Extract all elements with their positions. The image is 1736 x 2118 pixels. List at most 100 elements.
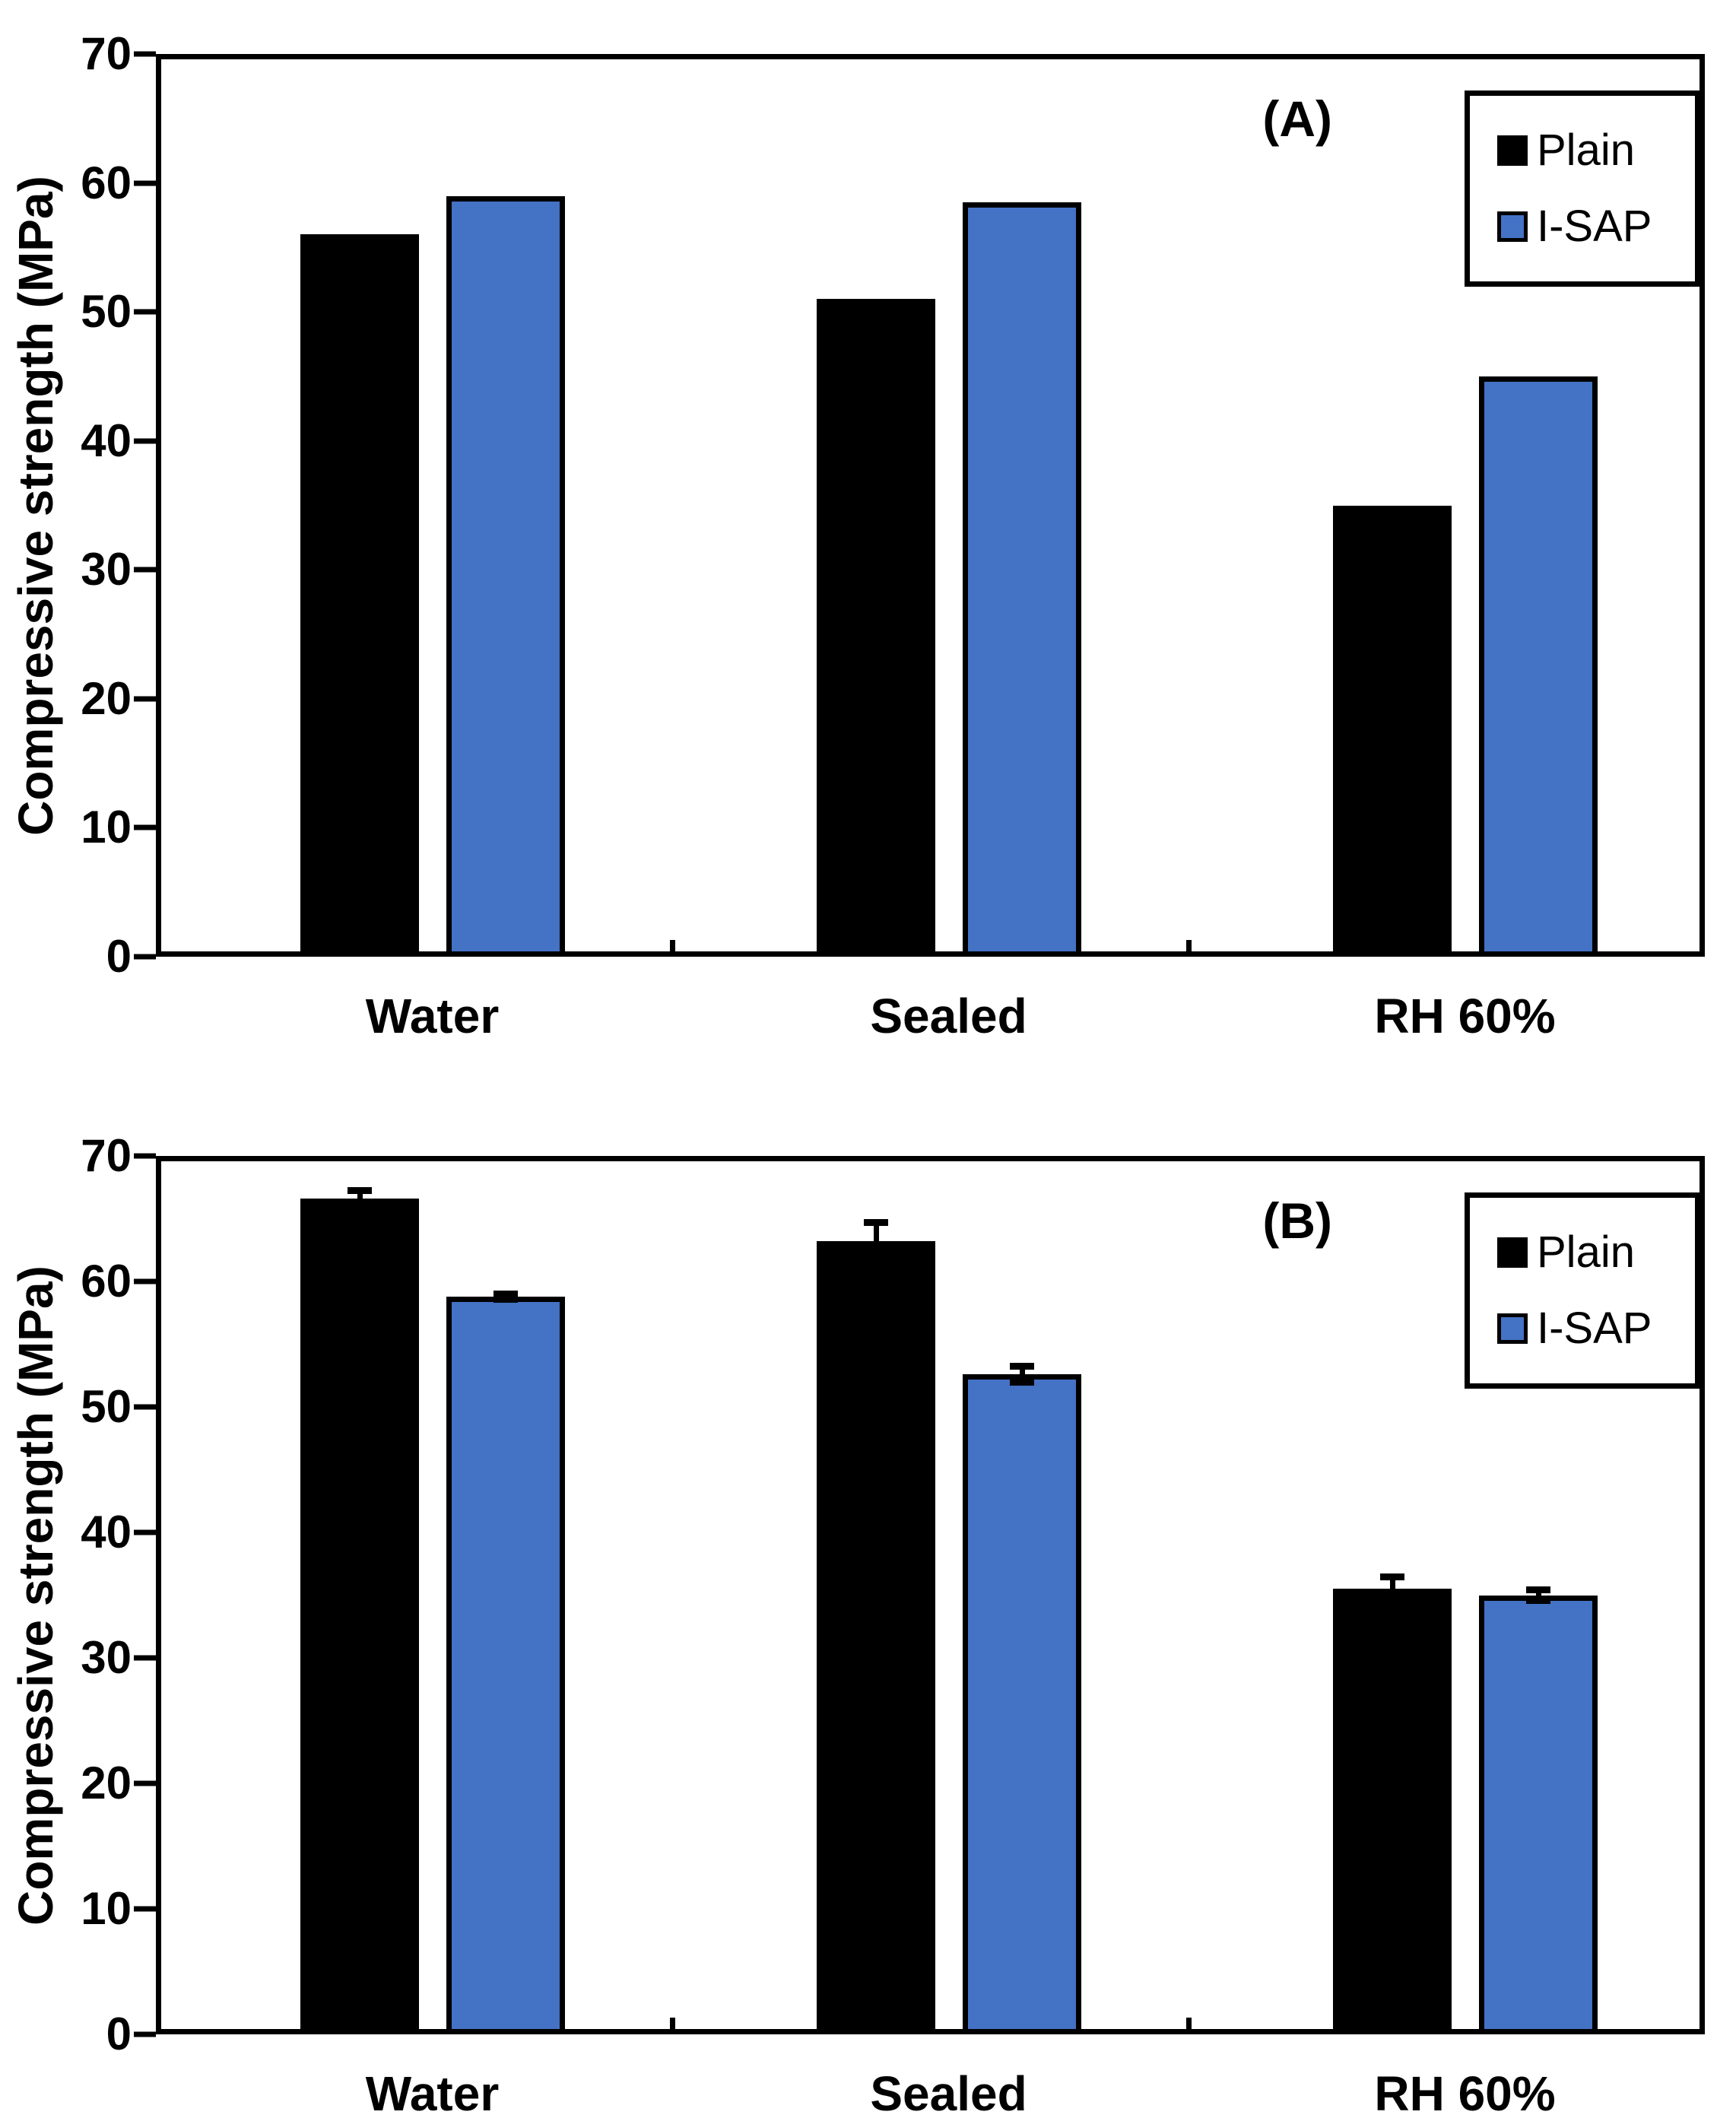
error-bar-cap-top xyxy=(493,1290,518,1297)
plain-swatch-icon xyxy=(1497,1237,1528,1268)
x-axis-category-label: Sealed xyxy=(870,989,1027,1043)
category-boundary-tick xyxy=(669,940,675,957)
y-axis-tick-label: 60 xyxy=(81,157,132,208)
error-bar-line xyxy=(873,1218,879,1264)
y-axis-tick xyxy=(134,180,156,186)
error-bar-cap-bottom xyxy=(863,1256,888,1264)
x-axis-category-label: Water xyxy=(365,2066,500,2118)
bar-rect xyxy=(300,1199,419,2034)
panel-a: Compressive strength (MPa) (A) Plain I-S… xyxy=(8,31,1705,1040)
y-axis-tick-label: 20 xyxy=(81,1758,132,1808)
y-axis-tick xyxy=(134,1780,156,1786)
bar-rect xyxy=(816,299,935,957)
x-axis-category-label: Water xyxy=(365,989,500,1043)
plot-area: (B) Plain I-SAP 0 10 20 30 40 50 60 70 xyxy=(81,1133,1705,2057)
bar-rect xyxy=(962,1374,1081,2034)
legend-label: Plain xyxy=(1537,1227,1635,1277)
y-axis-tick xyxy=(134,51,156,57)
category-group xyxy=(690,54,1207,957)
y-axis-tick xyxy=(134,1278,156,1284)
error-bar-line xyxy=(1535,1586,1541,1605)
error-bar xyxy=(300,1187,419,1210)
error-bar-cap-bottom xyxy=(1379,1597,1404,1605)
category-boundary-tick xyxy=(1185,2018,1192,2034)
y-axis-tick-label: 70 xyxy=(81,1130,132,1181)
y-axis-tick xyxy=(134,954,156,960)
error-bar xyxy=(963,1363,1081,1386)
error-bar-cap-top xyxy=(1379,1573,1404,1581)
bar-plain xyxy=(300,1156,419,2034)
error-bar-cap-bottom xyxy=(493,1296,518,1304)
legend-item-plain: Plain xyxy=(1497,1230,1695,1275)
y-axis-tick-label: 70 xyxy=(81,28,132,79)
y-axis-tick-label: 40 xyxy=(81,414,132,466)
error-bar-line xyxy=(357,1187,363,1210)
y-axis-title: Compressive strength (MPa) xyxy=(8,175,63,836)
isap-swatch-icon xyxy=(1497,1313,1528,1345)
y-axis-tick-label: 50 xyxy=(81,286,132,338)
bar-rect xyxy=(962,202,1081,957)
y-axis-tick-label: 20 xyxy=(81,672,132,724)
bar-rect xyxy=(300,234,419,957)
y-axis-tick xyxy=(134,2031,156,2037)
error-bar xyxy=(1333,1573,1452,1605)
bar-rect xyxy=(1478,1595,1598,2034)
legend: Plain I-SAP xyxy=(1465,90,1700,287)
bar-rect xyxy=(1332,505,1452,957)
y-axis-tick-label: 0 xyxy=(106,931,132,982)
bar-rect xyxy=(446,195,565,957)
error-bar-cap-top xyxy=(1009,1363,1034,1370)
bar-i-sap xyxy=(962,54,1081,957)
y-axis-tick xyxy=(134,1906,156,1912)
legend-item-plain: Plain xyxy=(1497,125,1695,175)
y-axis-tick-label: 50 xyxy=(81,1381,132,1432)
bar-plain xyxy=(1332,1156,1452,2034)
bar-rect xyxy=(446,1296,565,2034)
y-axis-tick-label: 10 xyxy=(81,1883,132,1934)
y-axis-tick xyxy=(134,309,156,315)
panel-letter: (B) xyxy=(1262,1192,1332,1249)
category-group xyxy=(1207,54,1723,957)
legend-item-isap: I-SAP xyxy=(1497,205,1695,249)
legend: Plain I-SAP xyxy=(1465,1192,1700,1389)
error-bar-cap-bottom xyxy=(1525,1597,1550,1605)
bar-plain xyxy=(816,1156,935,2034)
bar-plain xyxy=(300,54,419,957)
y-axis-tick-label: 60 xyxy=(81,1256,132,1307)
y-axis-tick xyxy=(134,1153,156,1159)
panel-letter: (A) xyxy=(1262,90,1332,147)
error-bar-line xyxy=(1389,1573,1395,1605)
error-bar-line xyxy=(1019,1363,1025,1386)
y-axis-tick-label: 30 xyxy=(81,544,132,595)
y-axis-tick-label: 0 xyxy=(106,2008,132,2059)
legend-label: Plain xyxy=(1537,125,1635,175)
bar-rect xyxy=(1478,376,1598,957)
error-bar-cap-top xyxy=(863,1218,888,1226)
error-bar-cap-top xyxy=(347,1187,372,1195)
y-axis-tick xyxy=(134,1655,156,1661)
error-bar-cap-bottom xyxy=(347,1202,372,1210)
isap-swatch-icon xyxy=(1497,211,1528,243)
x-axis-labels: Water Sealed RH 60% xyxy=(174,2034,1723,2118)
error-bar xyxy=(1479,1586,1598,1605)
y-axis-tick xyxy=(134,1404,156,1410)
x-axis-category-label: RH 60% xyxy=(1374,989,1556,1043)
y-axis-tick xyxy=(134,438,156,444)
bar-rect xyxy=(816,1241,935,2034)
x-axis-category-label: Sealed xyxy=(870,2066,1027,2118)
x-axis-category-label: RH 60% xyxy=(1374,2066,1556,2118)
error-bar xyxy=(446,1290,565,1304)
plot-area: (A) Plain I-SAP 0 10 20 30 40 50 60 70 xyxy=(81,31,1705,980)
y-axis-title: Compressive strength (MPa) xyxy=(8,1265,63,1926)
bar-i-sap xyxy=(446,54,565,957)
y-axis-tick xyxy=(134,1529,156,1535)
y-axis-tick-label: 10 xyxy=(81,802,132,853)
panel-b: Compressive strength (MPa) (B) Plain I-S… xyxy=(8,1133,1705,2118)
bar-plain xyxy=(1332,54,1452,957)
category-group xyxy=(174,1156,690,2034)
plain-swatch-icon xyxy=(1497,135,1528,166)
bar-i-sap xyxy=(1478,54,1598,957)
bar-i-sap xyxy=(446,1156,565,2034)
error-bar-cap-bottom xyxy=(1009,1378,1034,1386)
